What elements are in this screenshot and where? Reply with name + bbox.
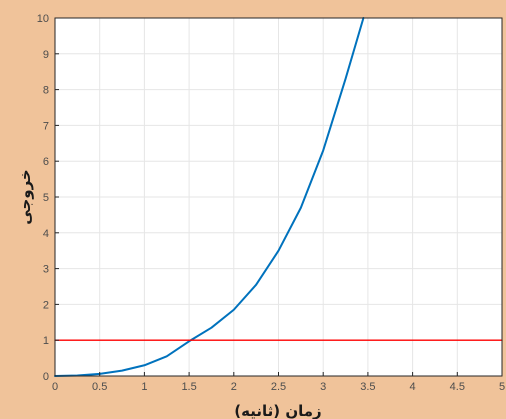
- y-tick-label: 8: [43, 85, 49, 97]
- x-tick-label: 3.5: [360, 381, 375, 393]
- y-tick-label: 2: [43, 299, 49, 311]
- y-tick-label: 0: [43, 371, 49, 383]
- x-tick-label: 0.5: [92, 381, 107, 393]
- x-ticks: 0 0.5 1 1.5 2 2.5 3 3.5 4 4.5 5: [52, 372, 505, 393]
- x-tick-label: 5: [499, 381, 505, 393]
- y-axis-title: خروجی: [16, 169, 34, 224]
- x-tick-label: 4.5: [450, 381, 465, 393]
- y-ticks: 0 1 2 3 4 5 6 7 8 9 10: [37, 13, 59, 383]
- series-group: [54, 17, 503, 377]
- series-line-1: [54, 17, 365, 377]
- x-tick-label: 2: [231, 381, 237, 393]
- y-tick-label: 3: [43, 264, 49, 276]
- x-tick-label: 0: [52, 381, 58, 393]
- y-tick-label: 9: [43, 49, 49, 61]
- x-tick-label: 1: [141, 381, 147, 393]
- y-tick-label: 1: [43, 335, 49, 347]
- y-tick-label: 6: [43, 156, 49, 168]
- x-tick-label: 2.5: [271, 381, 286, 393]
- y-tick-label: 10: [37, 13, 49, 25]
- y-tick-label: 4: [43, 228, 49, 240]
- x-tick-label: 1.5: [181, 381, 196, 393]
- x-axis-title: زمان (ثانیه): [234, 402, 321, 419]
- y-tick-label: 7: [43, 120, 49, 132]
- y-tick-label: 5: [43, 192, 49, 204]
- x-tick-label: 4: [410, 381, 416, 393]
- x-tick-label: 3: [320, 381, 326, 393]
